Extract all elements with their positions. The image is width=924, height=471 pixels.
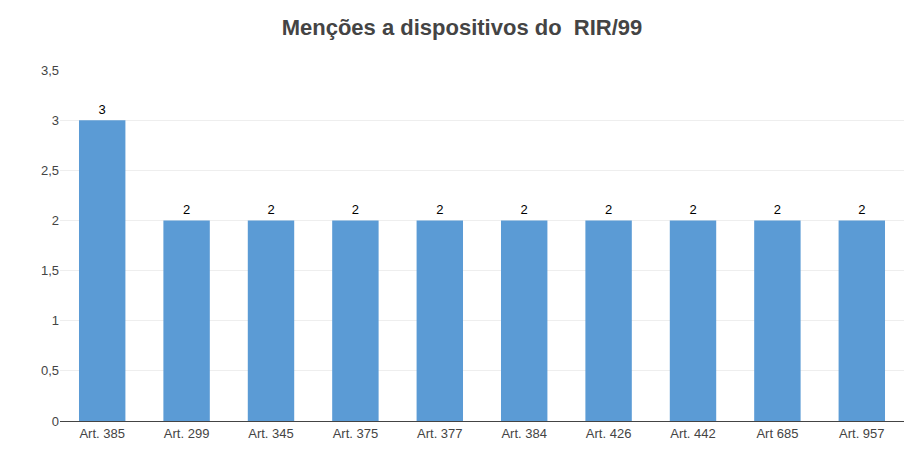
svg-text:3: 3 bbox=[52, 113, 59, 128]
svg-text:2,5: 2,5 bbox=[41, 163, 59, 178]
svg-text:2: 2 bbox=[183, 202, 190, 217]
svg-text:2: 2 bbox=[605, 202, 612, 217]
svg-text:0,5: 0,5 bbox=[41, 363, 59, 378]
svg-text:2: 2 bbox=[774, 202, 781, 217]
svg-text:2: 2 bbox=[689, 202, 696, 217]
svg-text:Art. 384: Art. 384 bbox=[501, 426, 547, 441]
svg-text:3,5: 3,5 bbox=[41, 63, 59, 78]
svg-text:Menções a dispositivos do RIR: Menções a dispositivos do RIR/99 bbox=[282, 15, 643, 40]
svg-text:Art. 442: Art. 442 bbox=[670, 426, 716, 441]
svg-text:Art. 957: Art. 957 bbox=[839, 426, 885, 441]
svg-text:2: 2 bbox=[352, 202, 359, 217]
svg-text:3: 3 bbox=[99, 102, 106, 117]
svg-text:Art. 299: Art. 299 bbox=[164, 426, 210, 441]
svg-text:0: 0 bbox=[52, 414, 59, 429]
svg-text:1: 1 bbox=[52, 313, 59, 328]
svg-text:Art. 426: Art. 426 bbox=[586, 426, 632, 441]
svg-text:Art. 377: Art. 377 bbox=[417, 426, 463, 441]
svg-text:2: 2 bbox=[858, 202, 865, 217]
svg-text:1,5: 1,5 bbox=[41, 263, 59, 278]
svg-text:2: 2 bbox=[436, 202, 443, 217]
svg-text:Art. 345: Art. 345 bbox=[248, 426, 294, 441]
svg-text:Art 685: Art 685 bbox=[756, 426, 798, 441]
svg-text:Art. 375: Art. 375 bbox=[333, 426, 379, 441]
svg-text:2: 2 bbox=[521, 202, 528, 217]
svg-text:2: 2 bbox=[267, 202, 274, 217]
svg-text:Art. 385: Art. 385 bbox=[79, 426, 125, 441]
svg-text:2: 2 bbox=[52, 213, 59, 228]
